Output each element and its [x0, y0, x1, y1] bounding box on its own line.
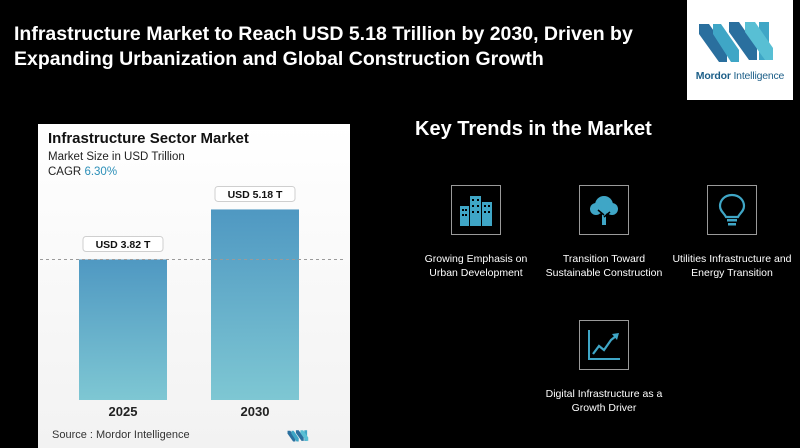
- source-text: Source : Mordor Intelligence: [52, 429, 190, 441]
- source-logo-icon: [287, 430, 309, 442]
- chart-subtitle: Market Size in USD Trillion: [48, 151, 185, 163]
- trend-label: Growing Emphasis on Urban Development: [424, 253, 528, 279]
- trend-label: Utilities Infrastructure and Energy Tran…: [672, 253, 792, 279]
- trend-sustainable-construction: Transition Toward Sustainable Constructi…: [539, 185, 669, 280]
- trend-label: Transition Toward Sustainable Constructi…: [545, 253, 663, 279]
- growth-chart-icon: [579, 320, 629, 370]
- cagr-value: 6.30%: [84, 166, 118, 178]
- headline: Infrastructure Market to Reach USD 5.18 …: [14, 23, 633, 70]
- data-label-2030: USD 5.18 T: [214, 185, 296, 202]
- brand-name: Mordor Intelligence: [695, 70, 785, 82]
- category-label-2030: 2030: [241, 404, 270, 419]
- trend-digital-infrastructure: Digital Infrastructure as a Growth Drive…: [539, 320, 669, 415]
- cagr-text: CAGR 6.30%: [48, 166, 118, 178]
- bar-chart: USD 3.82 T 2025 USD 5.18 T 2030: [38, 124, 350, 448]
- chart-title: Infrastructure Sector Market: [48, 130, 249, 147]
- city-buildings-icon: [451, 185, 501, 235]
- tree-icon: [579, 185, 629, 235]
- lightbulb-icon: [707, 185, 757, 235]
- svg-text:USD 5.18 T: USD 5.18 T: [228, 189, 283, 201]
- svg-text:USD 3.82 T: USD 3.82 T: [96, 239, 151, 251]
- trends-title: Key Trends in the Market: [415, 118, 652, 140]
- bar-2030: [211, 209, 299, 400]
- data-label-2025: USD 3.82 T: [82, 235, 164, 252]
- brand-logo: Mordor Intelligence: [687, 0, 793, 100]
- trend-label: Digital Infrastructure as a Growth Drive…: [545, 388, 663, 414]
- trend-utilities-energy: Utilities Infrastructure and Energy Tran…: [667, 185, 797, 280]
- category-label-2025: 2025: [109, 404, 138, 419]
- trend-urban-development: Growing Emphasis on Urban Development: [411, 185, 541, 280]
- brand-mark-icon: [699, 22, 773, 62]
- bar-2025: [79, 259, 167, 400]
- chart-panel: USD 3.82 T 2025 USD 5.18 T 2030 Infrastruct…: [38, 124, 350, 448]
